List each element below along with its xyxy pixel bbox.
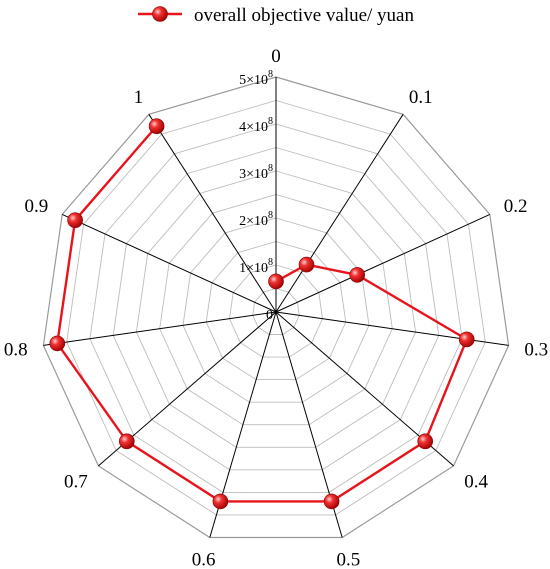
radial-tick-label: 4×108 (239, 116, 273, 135)
grid-ring (135, 170, 417, 448)
spoke-2 (275, 213, 491, 313)
category-label-10: 1 (134, 87, 144, 108)
grid-ring (229, 264, 323, 358)
data-point-7 (119, 433, 135, 450)
grid-ring (66, 100, 486, 516)
grid-ring (252, 288, 300, 335)
radial-tick-label: 0 (266, 308, 273, 323)
category-label-5: 0.5 (337, 550, 361, 569)
spoke-8 (43, 311, 277, 346)
grid-ring (42, 76, 510, 539)
legend-label: overall objective value/ yuan (194, 5, 414, 26)
grid-ring (112, 147, 440, 471)
spoke-1 (275, 114, 404, 313)
series-layer (49, 118, 475, 510)
category-label-6: 0.6 (192, 550, 216, 569)
radial-tick-label: 2×108 (239, 210, 273, 229)
legend: overall objective value/ yuan (138, 5, 414, 26)
category-label-3: 0.3 (524, 340, 548, 361)
data-point-3 (458, 331, 475, 348)
radar-spokes (43, 77, 509, 538)
spoke-9 (61, 213, 277, 313)
data-point-9 (67, 212, 83, 228)
category-label-8: 0.8 (4, 340, 28, 361)
grid-ring (205, 241, 347, 381)
category-label-0: 0 (271, 46, 281, 67)
spoke-10 (148, 114, 277, 313)
data-point-5 (323, 493, 340, 510)
grid-ring (159, 194, 393, 426)
grid-ring (89, 123, 463, 493)
radial-tick-label: 3×108 (239, 163, 273, 182)
data-point-8 (49, 335, 66, 352)
category-label-1: 0.1 (409, 87, 433, 108)
category-labels: 0 0.1 0.2 0.3 0.4 0.5 0.6 0.7 0.8 0.9 1 (4, 46, 548, 569)
data-point-4 (417, 433, 434, 450)
data-point-0 (268, 273, 284, 290)
category-label-4: 0.4 (464, 471, 488, 492)
radial-tick-label: 5×108 (239, 69, 273, 88)
category-label-7: 0.7 (64, 471, 88, 492)
radial-tick-label: 1×108 (239, 257, 273, 276)
data-point-10 (148, 118, 165, 134)
radial-tick-labels: 0 1×108 2×108 3×108 4×108 5×108 (239, 69, 273, 323)
category-label-2: 0.2 (504, 196, 528, 217)
data-point-1 (298, 256, 315, 273)
data-point-6 (212, 493, 229, 510)
grid-ring (182, 217, 370, 403)
radar-grid (42, 76, 510, 539)
data-point-2 (349, 267, 366, 283)
category-label-9: 0.9 (24, 196, 48, 217)
legend-marker (152, 6, 168, 22)
